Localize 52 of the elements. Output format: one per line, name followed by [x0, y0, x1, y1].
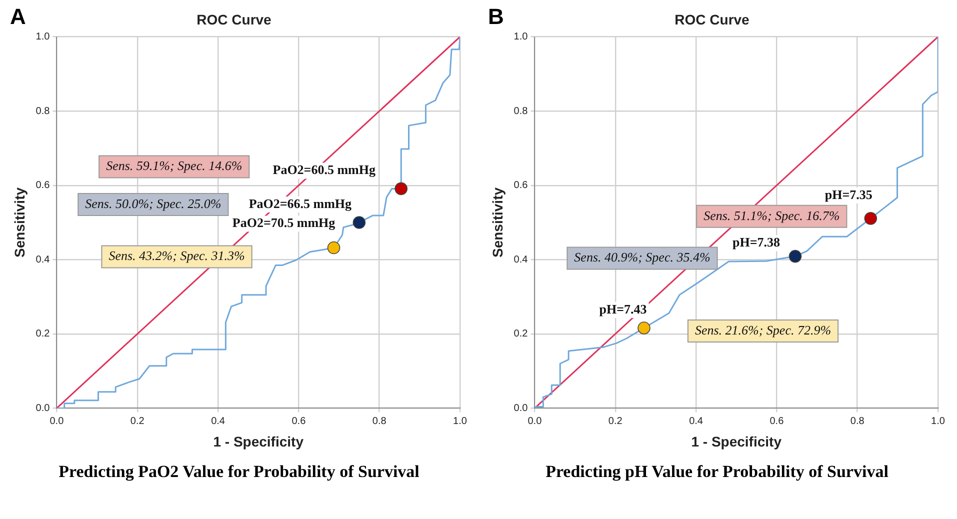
x-tick-label: 0.4	[211, 416, 226, 427]
chart-title: ROC Curve	[196, 11, 272, 28]
x-tick-label: 0.2	[130, 416, 145, 427]
x-axis-title: 1 - Specificity	[213, 433, 304, 450]
y-tick-label: 0.2	[36, 328, 50, 340]
annotation: PaO2=70.5 mmHg	[232, 215, 336, 230]
annotation: Sens. 51.1%; Spec. 16.7%	[704, 208, 840, 223]
y-tick-label: 0.8	[514, 106, 528, 117]
x-tick-label: 1.0	[931, 416, 946, 427]
point	[327, 241, 340, 254]
point	[864, 212, 878, 225]
annotation: Sens. 59.1%; Spec. 14.6%	[106, 158, 242, 174]
y-tick-label: 0.4	[36, 254, 50, 266]
x-tick-label: 0.4	[689, 416, 704, 427]
text: Predicting PaO2 Value for Probability of Survival	[58, 462, 420, 482]
y-tick-label: 1.0	[36, 32, 50, 43]
y-tick-label: 0.2	[514, 328, 528, 340]
y-tick-label: 1.0	[514, 32, 528, 43]
annotation: Sens. 40.9%; Spec. 35.4%	[574, 250, 710, 265]
x-tick-label: 0.2	[608, 416, 623, 427]
chart-title: ROC Curve	[674, 11, 750, 28]
x-tick-label: 0.0	[528, 416, 542, 427]
annotation: PaO2=66.5 mmHg	[248, 196, 352, 211]
point	[638, 322, 650, 334]
x-tick-label: 0.8	[372, 416, 387, 427]
y-tick-label: 0.0	[514, 402, 528, 414]
annotation: pH=7.38	[732, 234, 780, 250]
y-tick-label: 0.0	[36, 402, 50, 414]
text: A	[10, 4, 26, 30]
y-tick-label: 0.4	[514, 254, 528, 266]
point	[788, 250, 802, 263]
annotation: pH=7.43	[599, 301, 648, 316]
point	[394, 182, 408, 196]
y-tick-label: 0.6	[514, 180, 528, 192]
y-tick-label: 0.8	[36, 106, 50, 117]
x-tick-label: 0.6	[292, 416, 306, 427]
y-axis-title: Sensitivity	[489, 187, 506, 258]
x-tick-label: 1.0	[453, 416, 468, 427]
text: B	[488, 4, 504, 30]
x-tick-label: 0.6	[770, 416, 784, 427]
text: Predicting pH Value for Probability of Survival	[544, 462, 890, 482]
annotation: Sens. 50.0%; Spec. 25.0%	[85, 196, 222, 211]
y-tick-label: 0.6	[36, 180, 50, 192]
point	[352, 216, 366, 229]
x-tick-label: 0.8	[850, 416, 865, 427]
x-axis-title: 1 - Specificity	[691, 433, 782, 450]
y-axis-title: Sensitivity	[11, 187, 28, 258]
annotation: Sens. 43.2%; Spec. 31.3%	[108, 248, 245, 264]
annotation: Sens. 21.6%; Spec. 72.9%	[694, 322, 832, 338]
annotation: pH=7.35	[824, 186, 873, 202]
annotation: PaO2=60.5 mmHg	[272, 162, 376, 178]
x-tick-label: 0.0	[50, 416, 64, 427]
